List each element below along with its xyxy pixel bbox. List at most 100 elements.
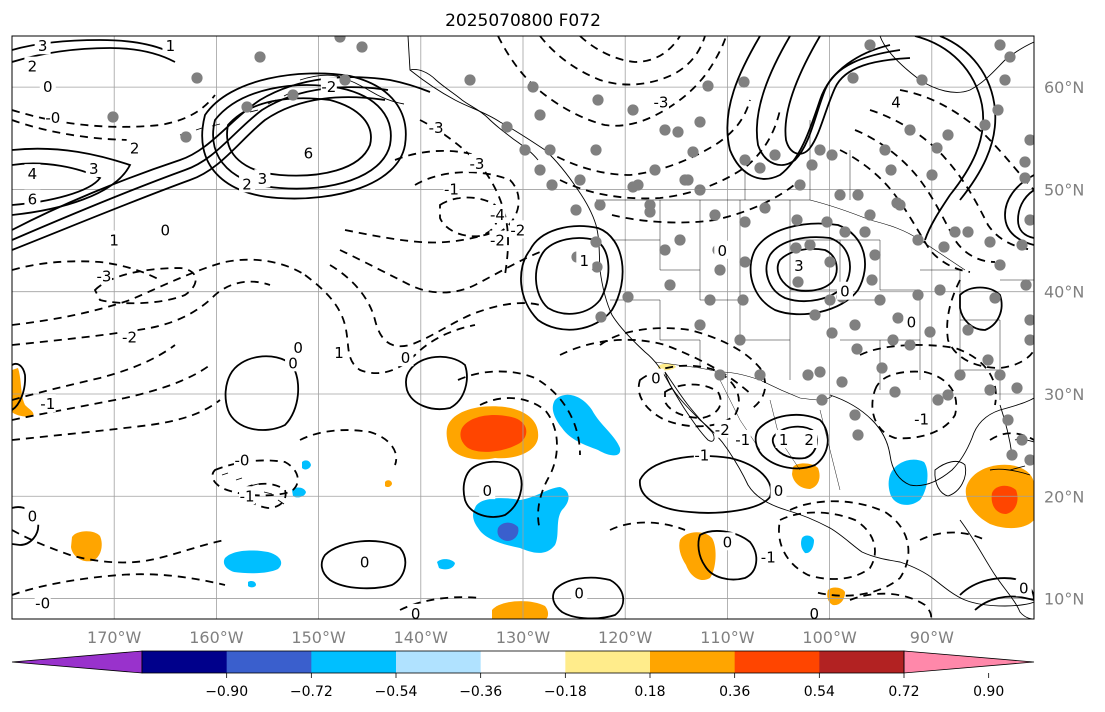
shaded-region-cyan [801, 535, 814, 554]
contour-negative [849, 592, 933, 619]
colorbar-tick-label: 0.36 [719, 684, 750, 700]
colorbar-bin [650, 651, 736, 673]
station-dot [792, 276, 804, 288]
station-dot [674, 234, 686, 246]
contour-label-background [24, 56, 41, 75]
station-dot [591, 261, 603, 273]
contour-negative [419, 119, 509, 276]
contour-label-background [888, 92, 905, 111]
colorbar-bin [480, 651, 566, 673]
station-dot [912, 234, 924, 246]
station-dot [107, 111, 119, 123]
contour-label: 0 [809, 605, 819, 623]
contour-negative [12, 344, 176, 401]
shaded-region-cyan [292, 487, 306, 498]
longitude-tick-label: 140°W [394, 628, 449, 647]
contour-negative [339, 249, 541, 294]
contour-label: 2 [130, 140, 140, 158]
station-dot [737, 294, 749, 306]
contour-label-background [34, 593, 51, 612]
coastline-baja-california [664, 371, 715, 442]
coastline-north-america [407, 36, 1034, 607]
contour-label-background [903, 312, 920, 331]
contour-label: -1 [444, 180, 459, 198]
contour-label: 0 [651, 370, 661, 388]
contour-negative [211, 459, 299, 497]
shaded-region-cyan [888, 459, 928, 505]
longitude-tick-label: 170°W [87, 628, 142, 647]
contour-label: -0 [234, 451, 249, 469]
station-dot [824, 294, 836, 306]
station-dot [994, 39, 1006, 51]
station-dot [866, 274, 878, 286]
contour-lines [12, 36, 1034, 619]
colorbar-bin [226, 651, 312, 673]
station-dot [826, 149, 838, 161]
contour-label: 2 [804, 431, 814, 449]
station-dot [874, 294, 886, 306]
station-dot [864, 39, 876, 51]
contour-label: -3 [653, 93, 668, 111]
contour-positive [201, 72, 407, 200]
contour-negative [497, 36, 727, 127]
station-dot [672, 126, 684, 138]
station-dot [876, 362, 888, 374]
contour-label: 3 [38, 37, 48, 55]
contour-positive [639, 455, 772, 514]
colorbar-tick-label: 0.18 [634, 684, 665, 700]
contour-label: 0 [774, 482, 784, 500]
station-dot [806, 159, 818, 171]
station-dot [847, 72, 859, 84]
positive-contours [12, 36, 1034, 619]
coastline-alaska-panhandle [409, 69, 539, 161]
contour-label: 0 [482, 482, 492, 500]
contour-label-background [254, 169, 271, 188]
station-dot [754, 369, 766, 381]
contour-label: -3 [429, 119, 444, 137]
station-dot [659, 244, 671, 256]
longitude-tick-label: 90°W [910, 628, 954, 647]
contour-negative [946, 279, 1034, 369]
contour-label: 6 [304, 145, 314, 163]
contour-label-background [44, 107, 61, 126]
contour-label: 3 [89, 160, 99, 178]
station-dot [1024, 334, 1034, 346]
station-dot [836, 376, 848, 388]
contour-positive [320, 540, 407, 590]
station-dot [1020, 279, 1032, 291]
station-dot [889, 386, 901, 398]
colorbar-bin [396, 651, 482, 673]
station-dot [954, 369, 966, 381]
station-dot [994, 259, 1006, 271]
station-dot [594, 199, 606, 211]
contour-label: -1 [40, 395, 55, 413]
contour-negative [479, 397, 558, 531]
station-dot [534, 109, 546, 121]
station-dot [1016, 434, 1028, 446]
colorbar-extend-high [903, 650, 1035, 674]
contour-label: -1 [694, 446, 709, 464]
contour-label-background [571, 583, 588, 602]
station-dot [852, 429, 864, 441]
latitude-tick-label: 60°N [1044, 78, 1084, 97]
station-dot [816, 394, 828, 406]
station-dot [544, 144, 556, 156]
contour-label-background [647, 368, 664, 387]
contour-positive [12, 147, 132, 216]
contour-label: -2 [122, 329, 137, 347]
station-dot [962, 324, 974, 336]
contour-label: -2 [510, 221, 525, 239]
contour-label: 1 [334, 344, 344, 362]
contour-positive [1017, 189, 1034, 239]
longitude-tick-label: 130°W [496, 628, 551, 647]
contour-label: 0 [161, 221, 171, 239]
contour-negative [599, 327, 767, 411]
station-dot [979, 119, 991, 131]
colorbar-bin [311, 651, 397, 673]
station-dot [739, 154, 751, 166]
station-dot [989, 292, 1001, 304]
contour-negative [12, 573, 226, 596]
contour-label-background [24, 164, 41, 183]
